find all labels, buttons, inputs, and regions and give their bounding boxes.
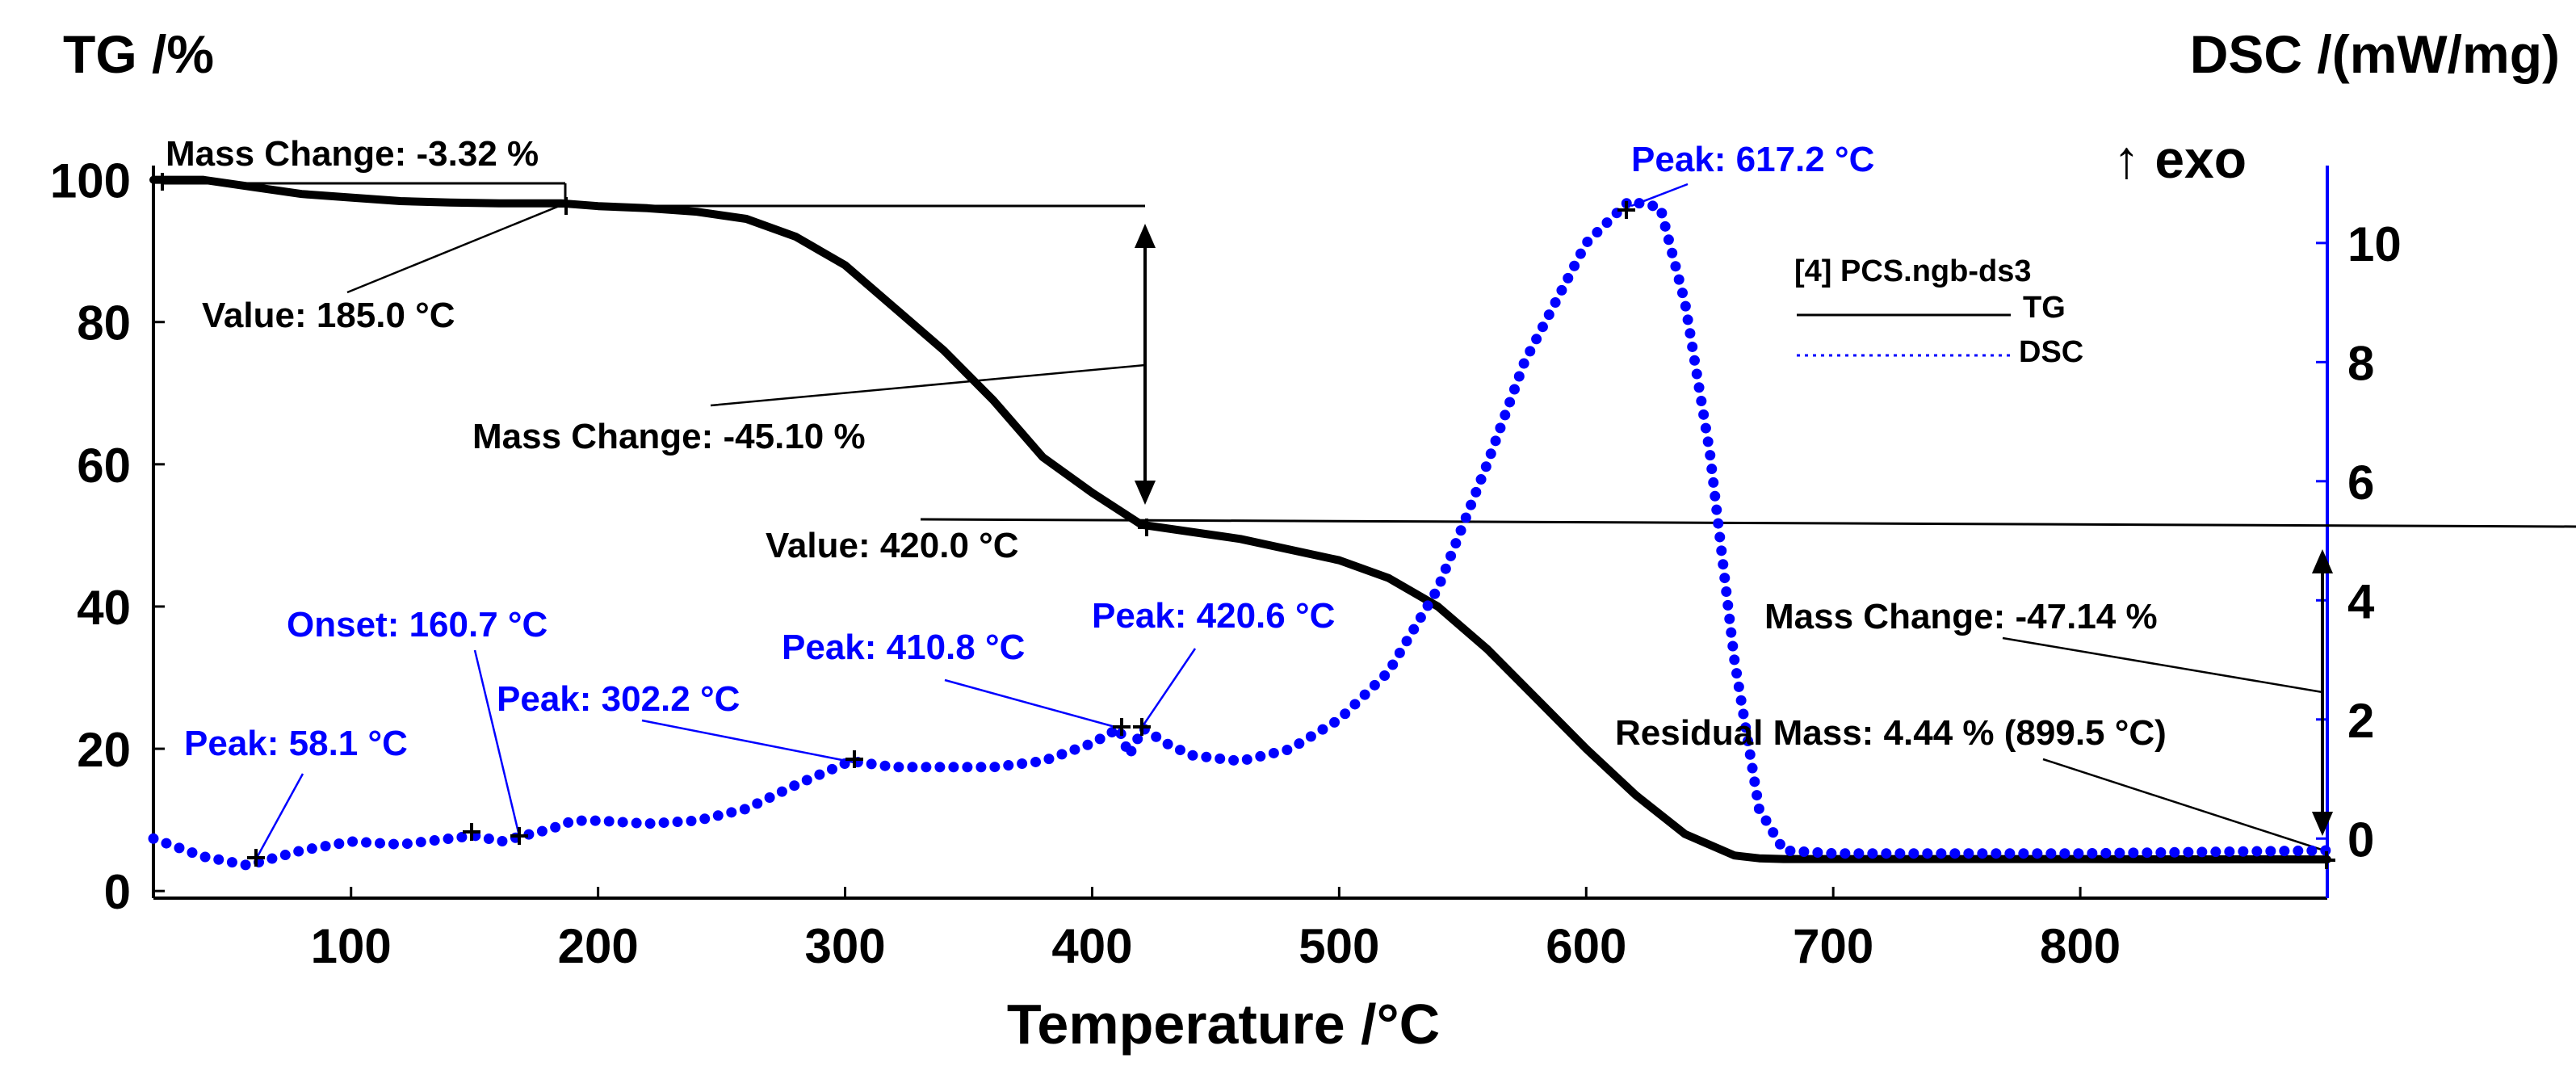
leader-peak-58	[255, 773, 304, 859]
y-left-tick-label: 100	[50, 154, 131, 208]
marker-cross	[463, 823, 480, 841]
leader-value-185	[346, 202, 566, 294]
y-right-tick-label: 4	[2347, 574, 2375, 628]
leader-lines	[255, 183, 2323, 859]
arrow-2-head-bottom	[2311, 812, 2334, 837]
x-tick-label: 400	[1051, 919, 1132, 973]
annotation-mass-change-3: Mass Change: -3.32 %	[166, 134, 539, 174]
marker-cross	[1617, 201, 1635, 219]
leader-peak-410	[944, 678, 1122, 730]
y-left-tick-label: 20	[77, 723, 131, 777]
arrow-1-head-bottom	[1134, 481, 1156, 506]
legend-tg-label: TG	[2023, 291, 2066, 325]
y-right-tick-label: 0	[2347, 813, 2374, 867]
y-right-tick-label: 2	[2347, 694, 2374, 748]
x-tick-label: 200	[558, 919, 639, 973]
tg-curve	[149, 175, 2331, 864]
dsc-curve	[148, 195, 2333, 871]
y-left-tick-label: 60	[77, 439, 131, 493]
step-line-4	[920, 518, 2576, 528]
marker-cross	[510, 827, 528, 845]
leader-mass-change-45	[710, 363, 1146, 407]
arrow-2-head-top	[2311, 548, 2334, 573]
marker-cross	[153, 173, 171, 191]
annotation-value-420: Value: 420.0 °C	[766, 526, 1019, 565]
y-right-ticks: 0 2 4 6 8 10	[2316, 217, 2402, 867]
marker-cross	[247, 849, 265, 867]
exo-label: ↑ exo	[2113, 129, 2247, 189]
x-ticks: 100 200 300 400 500 600 700 800	[311, 887, 2121, 973]
marker-cross	[557, 197, 575, 215]
y-right-tick-label: 10	[2347, 217, 2402, 271]
marker-cross	[845, 750, 863, 768]
annotation-residual-mass: Residual Mass: 4.44 % (899.5 °C)	[1615, 713, 2167, 753]
legend: [4] PCS.ngb-ds3 TG DSC	[1794, 254, 2083, 369]
annotation-peak-302: Peak: 302.2 °C	[497, 679, 740, 719]
leader-peak-302	[641, 719, 855, 764]
y-right-tick-label: 6	[2347, 456, 2374, 510]
leader-peak-420	[1139, 648, 1197, 729]
x-tick-label: 300	[804, 919, 885, 973]
x-tick-label: 600	[1546, 919, 1626, 973]
annotation-value-185: Value: 185.0 °C	[202, 296, 455, 335]
annotations: Mass Change: -3.32 % Value: 185.0 °C Mas…	[166, 134, 2167, 763]
annotation-peak-58: Peak: 58.1 °C	[184, 724, 408, 763]
annotation-peak-420: Peak: 420.6 °C	[1092, 596, 1335, 636]
y-left-ticks: 0 20 40 60 80 100	[50, 154, 165, 919]
x-tick-label: 800	[2040, 919, 2121, 973]
annotation-peak-617: Peak: 617.2 °C	[1631, 140, 1874, 179]
y-right-axis-title: DSC /(mW/mg)	[2190, 24, 2560, 84]
leader-mass-change-47	[2002, 636, 2323, 694]
marker-cross	[1133, 718, 1151, 736]
leader-residual	[2042, 758, 2322, 851]
markers	[153, 173, 2335, 869]
y-left-tick-label: 80	[77, 296, 131, 351]
tg-step-lines	[162, 182, 2576, 528]
annotation-mass-change-45: Mass Change: -45.10 %	[472, 417, 866, 456]
annotation-peak-410: Peak: 410.8 °C	[782, 628, 1025, 667]
mass-change-arrows	[1134, 223, 2334, 837]
marker-cross	[1138, 519, 1156, 536]
y-left-tick-label: 40	[77, 581, 131, 635]
x-tick-label: 500	[1298, 919, 1379, 973]
x-axis-title: Temperature /°C	[1007, 993, 1440, 1056]
x-tick-label: 100	[311, 919, 392, 973]
marker-cross	[2318, 851, 2335, 869]
marker-cross	[1113, 718, 1131, 736]
legend-dsc-label: DSC	[2019, 335, 2083, 369]
y-left-tick-label: 0	[104, 865, 131, 919]
legend-title: [4] PCS.ngb-ds3	[1794, 254, 2031, 288]
arrow-1-head-top	[1134, 223, 1156, 248]
x-tick-label: 700	[1793, 919, 1873, 973]
leader-onset-160	[473, 649, 521, 837]
annotation-mass-change-47: Mass Change: -47.14 %	[1764, 597, 2158, 636]
y-right-tick-label: 8	[2347, 336, 2374, 390]
annotation-onset-160: Onset: 160.7 °C	[287, 605, 548, 645]
y-left-axis-title: TG /%	[63, 24, 214, 84]
